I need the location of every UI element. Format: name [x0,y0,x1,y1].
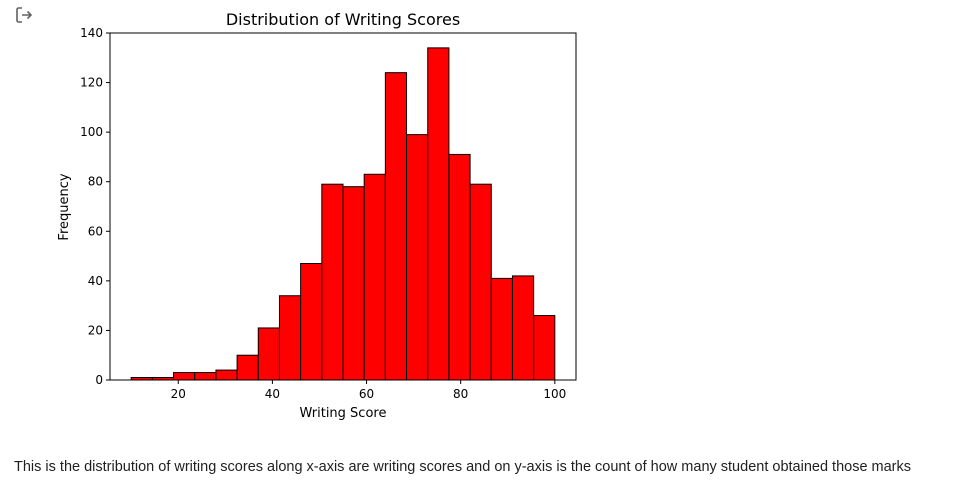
bars-group [130,47,556,381]
y-tick-label: 80 [88,175,103,189]
y-tick-label: 40 [88,274,103,288]
y-tick-label: 100 [80,125,103,139]
y-tick-label: 120 [80,76,103,90]
histogram-chart: Distribution of Writing Scores 20 40 60 80 1… [57,10,577,421]
histogram-bar [342,186,365,381]
x-tick-label: 40 [265,387,280,401]
histogram-bar [469,183,492,381]
histogram-bar [321,183,344,381]
y-axis-label: Frequency [57,173,72,240]
y-axis-ticks: 0 20 40 60 80 100 120 140 [80,26,110,387]
histogram-bar [363,173,386,381]
x-tick-label: 100 [543,387,566,401]
x-tick-label: 20 [171,387,186,401]
histogram-bar [300,263,323,381]
x-axis-ticks: 20 40 60 80 100 [171,380,566,401]
cell-caption: This is the distribution of writing scor… [14,459,912,475]
histogram-bar [406,134,429,381]
histogram-bar [236,354,259,381]
histogram-bar [448,153,471,381]
y-tick-label: 20 [88,323,103,337]
chart-title: Distribution of Writing Scores [226,10,460,29]
histogram-bar [427,47,450,381]
histogram-bar [278,295,302,381]
y-tick-label: 0 [95,373,103,387]
histogram-bar [490,277,513,381]
plot-frame [109,32,577,381]
histogram-bar [215,369,238,381]
histogram-bar [194,372,217,381]
x-tick-label: 80 [453,387,468,401]
histogram-bar [511,275,535,381]
output-redirect-icon[interactable] [14,4,36,26]
x-axis-label: Writing Score [300,406,387,421]
histogram-bar [384,72,408,381]
histogram-bar [173,372,196,381]
y-tick-label: 140 [80,26,103,40]
histogram-bar [533,315,556,381]
histogram-bar [257,327,280,381]
x-tick-label: 60 [359,387,374,401]
y-tick-label: 60 [88,224,103,238]
